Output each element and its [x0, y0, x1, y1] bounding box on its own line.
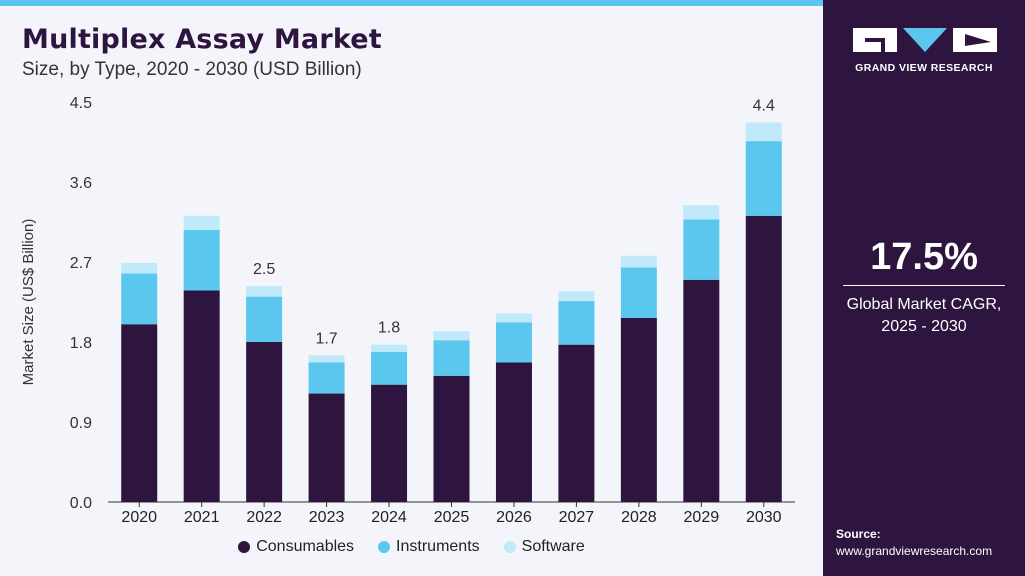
legend-item-consumables: Consumables	[238, 538, 354, 556]
legend-label-software: Software	[521, 538, 585, 555]
cagr-value: 17.5%	[870, 236, 978, 278]
data-label-2022: 2.5	[253, 261, 275, 278]
bar-instruments-2030	[745, 141, 782, 216]
x-tick-label: 2025	[434, 509, 470, 526]
y-tick-label: 4.5	[70, 95, 92, 112]
bar-software-2024	[371, 344, 408, 352]
top-accent-stripe	[0, 0, 823, 6]
legend-item-instruments: Instruments	[378, 538, 480, 556]
legend-label-instruments: Instruments	[396, 538, 480, 555]
source-url: www.grandviewresearch.com	[836, 544, 993, 558]
bar-instruments-2029	[683, 219, 720, 280]
x-tick-label: 2027	[559, 509, 595, 526]
x-tick-label: 2030	[746, 509, 782, 526]
bar-instruments-2024	[371, 351, 408, 385]
side-panel: GRAND VIEW RESEARCH 17.5% Global Market …	[823, 0, 1025, 576]
bar-consumables-2022	[246, 342, 283, 502]
chart-legend: Consumables Instruments Software	[0, 538, 823, 556]
bar-instruments-2022	[246, 296, 283, 342]
bar-consumables-2028	[620, 318, 657, 502]
y-tick-label: 0.0	[70, 495, 92, 512]
bar-instruments-2028	[620, 267, 657, 318]
x-tick-label: 2028	[621, 509, 657, 526]
bar-software-2022	[246, 286, 283, 297]
cagr-divider	[843, 285, 1005, 286]
x-tick-label: 2029	[684, 509, 720, 526]
brand-logo	[853, 28, 997, 52]
bar-instruments-2025	[433, 340, 470, 376]
cagr-label-line2: 2025 - 2030	[881, 318, 967, 335]
chart-subtitle: Size, by Type, 2020 - 2030 (USD Billion)	[22, 59, 362, 80]
bar-consumables-2023	[308, 393, 345, 502]
bar-consumables-2027	[558, 344, 595, 502]
bar-software-2026	[495, 313, 532, 323]
bar-software-2023	[308, 355, 345, 363]
y-axis-title: Market Size (US$ Billion)	[20, 219, 37, 386]
y-tick-label: 0.9	[70, 415, 92, 432]
bar-software-2029	[683, 205, 720, 220]
stacked-bar-chart: 0.0 0.9 1.8 2.7 3.6 4.5 Market Size (US$ Billi…	[20, 95, 795, 526]
bar-software-2025	[433, 331, 470, 341]
bar-instruments-2021	[183, 230, 220, 291]
bar-software-2021	[183, 215, 220, 230]
bar-software-2027	[558, 291, 595, 302]
bar-software-2030	[745, 122, 782, 142]
bar-software-2020	[121, 262, 158, 274]
bar-instruments-2023	[308, 362, 345, 394]
bar-software-2028	[620, 255, 657, 268]
y-tick-label: 1.8	[70, 335, 92, 352]
legend-swatch-consumables	[238, 541, 251, 553]
x-tick-label: 2023	[309, 509, 345, 526]
x-tick-label: 2020	[121, 509, 157, 526]
cagr-label: Global Market CAGR, 2025 - 2030	[823, 294, 1025, 338]
x-tick-label: 2021	[184, 509, 220, 526]
x-tick-label: 2024	[371, 509, 407, 526]
bar-consumables-2025	[433, 375, 470, 502]
chart-title: Multiplex Assay Market	[22, 24, 382, 55]
legend-label-consumables: Consumables	[256, 538, 355, 555]
data-label-2023: 1.7	[315, 330, 337, 347]
bar-consumables-2030	[745, 215, 782, 502]
bar-consumables-2026	[495, 362, 532, 502]
bar-instruments-2027	[558, 301, 595, 345]
bar-instruments-2020	[121, 273, 158, 325]
x-tick-label: 2022	[246, 509, 282, 526]
brand-name: GRAND VIEW RESEARCH	[855, 62, 993, 74]
legend-swatch-instruments	[378, 541, 391, 553]
bar-instruments-2026	[495, 322, 532, 363]
bar-consumables-2029	[683, 279, 720, 502]
bar-consumables-2024	[371, 384, 408, 502]
data-label-2024: 1.8	[378, 320, 400, 337]
data-label-2030: 4.4	[753, 97, 775, 114]
source-title: Source:	[836, 527, 881, 541]
bar-consumables-2020	[121, 324, 158, 502]
cagr-label-line1: Global Market CAGR,	[846, 296, 1002, 313]
y-tick-label: 2.7	[70, 255, 92, 272]
legend-item-software: Software	[503, 538, 585, 556]
chart-panel: Multiplex Assay Market Size, by Type, 20…	[0, 0, 823, 576]
legend-swatch-software	[503, 541, 516, 553]
bar-consumables-2021	[183, 290, 220, 502]
x-tick-label: 2026	[496, 509, 532, 526]
y-tick-label: 3.6	[70, 175, 92, 192]
